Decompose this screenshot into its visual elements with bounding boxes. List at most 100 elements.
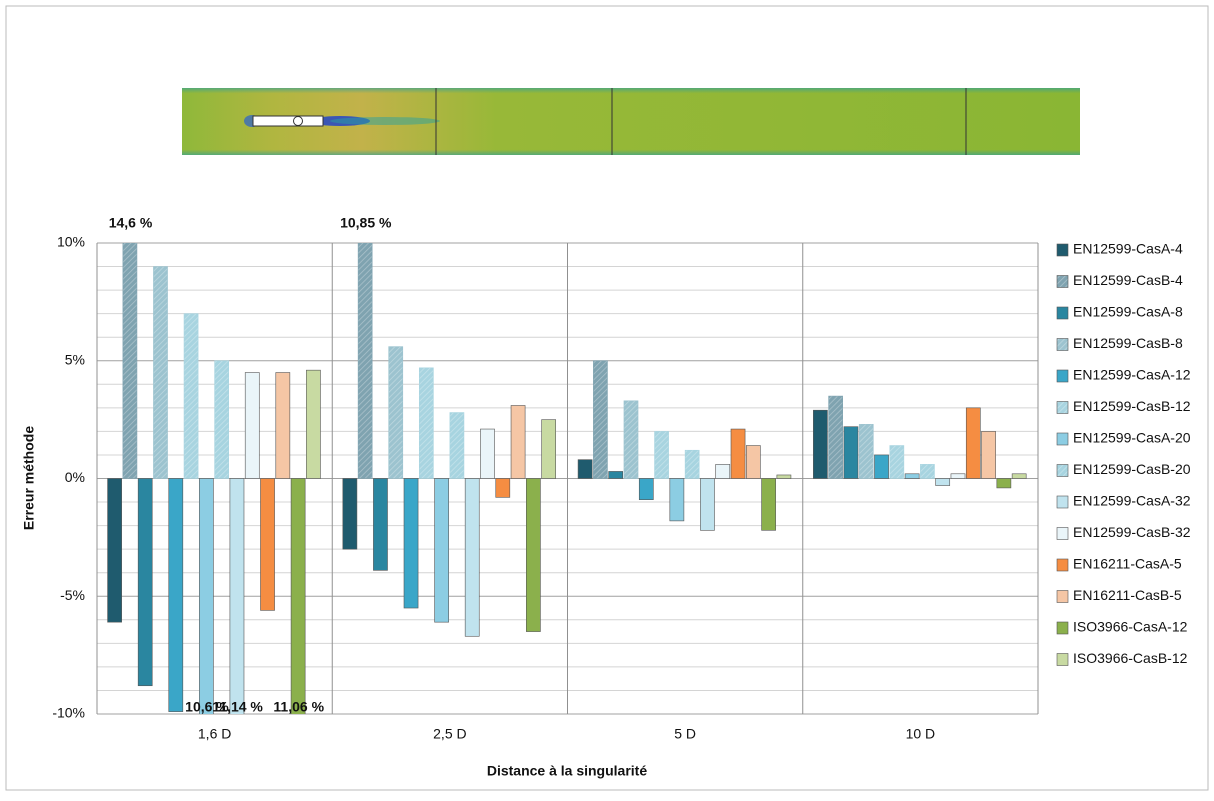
legend-swatch: [1056, 464, 1069, 477]
bar: [290, 478, 306, 714]
bar: [654, 431, 669, 479]
bar: [965, 407, 981, 479]
bar: [761, 478, 776, 531]
bar: [981, 431, 996, 479]
legend-swatch: [1056, 527, 1069, 540]
bar: [244, 372, 260, 479]
bar: [342, 478, 358, 550]
data-label: 11,14 %: [212, 699, 263, 715]
legend-label: EN16211-CasB-5: [1073, 587, 1182, 603]
bar: [449, 412, 465, 479]
legend-swatch: [1056, 338, 1069, 351]
x-tick-label: 2,5 D: [433, 726, 466, 742]
legend-label: ISO3966-CasA-12: [1073, 619, 1188, 635]
frame: [5, 5, 1209, 791]
bar: [813, 409, 828, 479]
legend-label: EN12599-CasB-4: [1073, 272, 1183, 288]
bar: [669, 478, 685, 522]
legend-label: EN12599-CasA-20: [1073, 430, 1191, 446]
legend-label: EN16211-CasA-5: [1073, 556, 1182, 572]
bar: [935, 478, 951, 486]
bar: [526, 478, 541, 632]
bar: [137, 478, 153, 687]
legend-label: EN12599-CasA-8: [1073, 304, 1183, 320]
data-label: 14,6 %: [109, 215, 153, 231]
bar: [275, 372, 291, 479]
bar: [828, 395, 843, 479]
data-label: 10,6 %: [185, 699, 229, 715]
legend-label: EN12599-CasB-20: [1073, 461, 1191, 477]
bar: [122, 243, 138, 479]
bar: [260, 478, 275, 611]
bar: [874, 454, 889, 479]
legend-swatch: [1056, 558, 1069, 572]
bar: [388, 346, 404, 479]
bar: [623, 400, 639, 479]
legend-swatch: [1056, 401, 1069, 414]
bar: [730, 428, 746, 479]
legend-swatch: [1056, 653, 1069, 666]
bar: [638, 478, 654, 500]
bar: [373, 478, 388, 571]
legend-label: EN12599-CasB-32: [1073, 524, 1191, 540]
plot-area: [107, 243, 1027, 714]
legend-label: EN12599-CasA-32: [1073, 493, 1191, 509]
bar: [480, 428, 495, 479]
legend-swatch: [1056, 495, 1069, 509]
bar: [183, 313, 199, 479]
bar: [996, 478, 1012, 489]
x-tick-label: 10 D: [906, 726, 936, 742]
bar: [889, 445, 905, 479]
legend-label: EN12599-CasA-4: [1073, 241, 1183, 257]
bar: [229, 478, 245, 714]
bar: [858, 424, 874, 479]
bar: [495, 478, 511, 498]
legend-swatch: [1056, 432, 1069, 446]
legend-label: EN12599-CasB-8: [1073, 335, 1183, 351]
legend-swatch: [1056, 243, 1069, 257]
bar: [608, 471, 624, 479]
legend-label: ISO3966-CasB-12: [1073, 650, 1188, 666]
y-axis-label: Erreur méthode: [21, 426, 37, 530]
x-axis-label: Distance à la singularité: [487, 763, 647, 779]
flow-image: [182, 88, 1080, 155]
bar: [214, 360, 229, 479]
y-tick-label: -10%: [52, 705, 85, 721]
bar: [1011, 473, 1027, 479]
legend-swatch: [1056, 306, 1069, 320]
bar: [510, 405, 526, 479]
y-tick-label: -5%: [60, 587, 85, 603]
legend-swatch: [1056, 621, 1069, 635]
bar: [357, 243, 373, 479]
y-tick-label: 10%: [57, 234, 85, 250]
y-tick-label: 5%: [65, 351, 85, 367]
x-tick-label: 5 D: [674, 726, 696, 742]
bar: [153, 266, 168, 479]
bar: [199, 478, 214, 714]
bar: [464, 478, 480, 637]
legend-label: EN12599-CasA-12: [1073, 367, 1191, 383]
legend-swatch: [1056, 369, 1069, 383]
bar: [776, 474, 792, 479]
bar: [593, 360, 608, 479]
bar: [577, 459, 593, 479]
bar: [745, 445, 761, 479]
bar: [107, 478, 122, 623]
bar: [306, 369, 321, 479]
bar: [418, 367, 434, 479]
bar: [715, 464, 731, 479]
x-tick-label: 1,6 D: [198, 726, 231, 742]
bar: [950, 473, 966, 479]
data-label: 10,85 %: [340, 215, 392, 231]
legend-label: EN12599-CasB-12: [1073, 398, 1191, 414]
legend-swatch: [1056, 275, 1069, 288]
bar: [843, 426, 859, 479]
bar: [920, 464, 935, 479]
bar: [403, 478, 419, 609]
bar: [904, 473, 920, 479]
bar: [168, 478, 184, 712]
bar: [541, 419, 556, 479]
legend-swatch: [1056, 590, 1069, 603]
bar: [700, 478, 715, 531]
